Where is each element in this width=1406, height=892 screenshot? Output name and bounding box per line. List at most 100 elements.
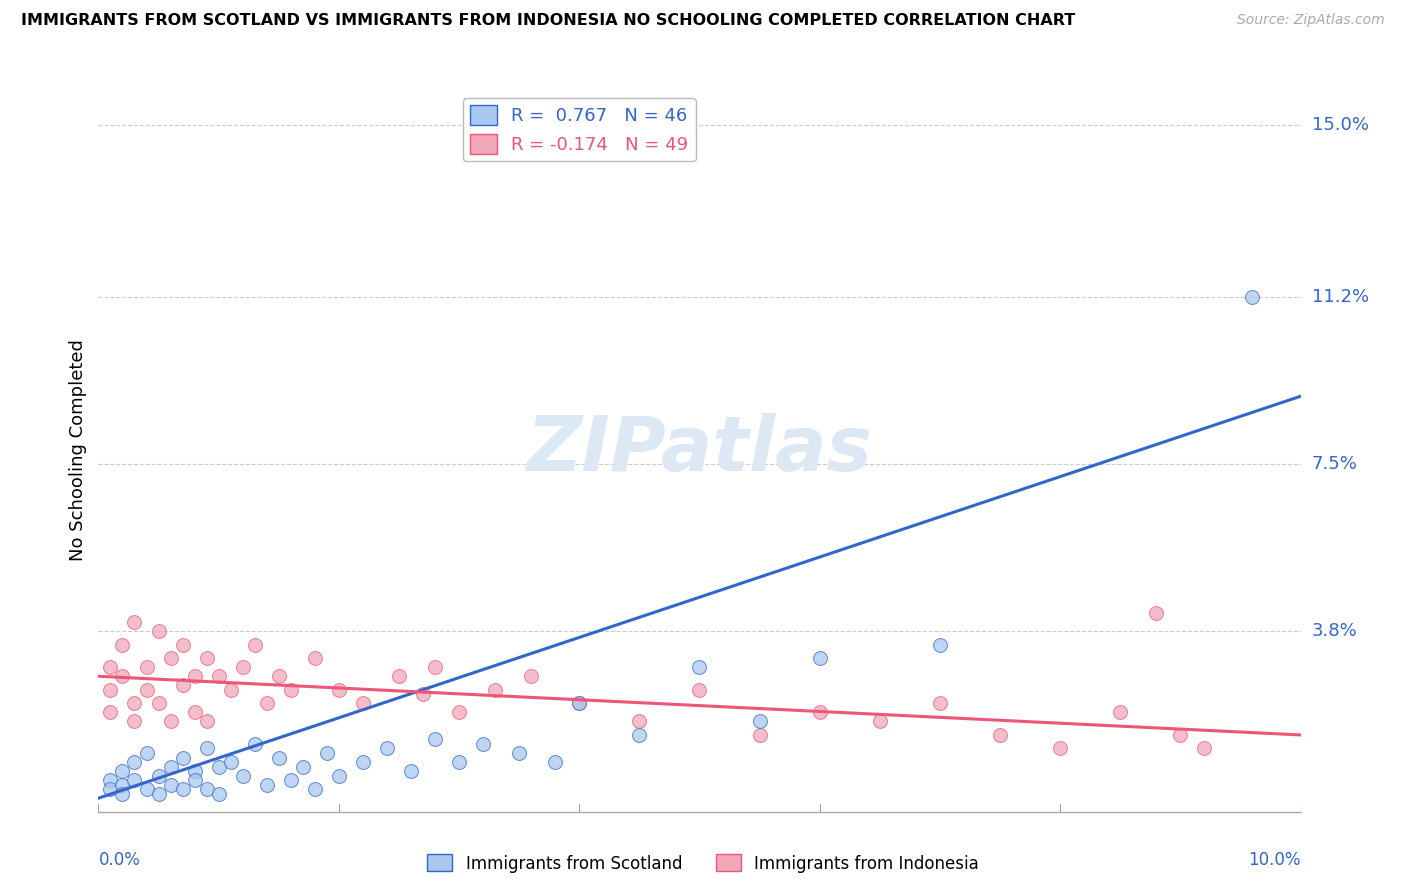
Point [328, 682, 350, 697]
Point [447, 706, 470, 720]
Point [544, 755, 567, 769]
Point [291, 759, 314, 773]
Y-axis label: No Schooling Completed: No Schooling Completed [69, 340, 87, 561]
Point [195, 741, 218, 756]
Text: 15.0%: 15.0% [1312, 116, 1368, 135]
Point [135, 746, 157, 760]
Point [1194, 741, 1216, 756]
Point [219, 682, 242, 697]
Point [159, 714, 181, 729]
Point [628, 728, 651, 742]
Point [929, 638, 952, 652]
Point [159, 651, 181, 665]
Point [375, 741, 398, 756]
Point [328, 768, 350, 783]
Point [352, 696, 374, 710]
Point [472, 737, 495, 751]
Text: 7.5%: 7.5% [1312, 455, 1358, 473]
Point [423, 732, 446, 747]
Point [243, 638, 266, 652]
Point [267, 750, 290, 764]
Point [111, 778, 134, 792]
Point [135, 782, 157, 797]
Point [183, 669, 205, 683]
Point [148, 787, 170, 801]
Point [1170, 728, 1192, 742]
Text: 11.2%: 11.2% [1312, 288, 1369, 306]
Point [111, 669, 134, 683]
Point [568, 696, 591, 710]
Point [688, 682, 710, 697]
Point [988, 728, 1011, 742]
Text: 10.0%: 10.0% [1249, 852, 1301, 870]
Point [124, 714, 146, 729]
Point [124, 696, 146, 710]
Point [304, 651, 326, 665]
Point [929, 696, 952, 710]
Point [111, 638, 134, 652]
Point [172, 750, 194, 764]
Point [195, 714, 218, 729]
Point [280, 773, 302, 788]
Point [447, 755, 470, 769]
Point [808, 706, 831, 720]
Point [100, 660, 122, 674]
Point [520, 669, 543, 683]
Point [124, 615, 146, 629]
Point [124, 755, 146, 769]
Point [304, 782, 326, 797]
Point [135, 682, 157, 697]
Point [1241, 290, 1264, 304]
Point [267, 669, 290, 683]
Point [208, 759, 231, 773]
Text: 3.8%: 3.8% [1312, 622, 1357, 640]
Point [183, 773, 205, 788]
Point [100, 706, 122, 720]
Point [1144, 606, 1167, 620]
Point [628, 714, 651, 729]
Point [148, 624, 170, 639]
Point [100, 773, 122, 788]
Point [135, 660, 157, 674]
Text: ZIPatlas: ZIPatlas [526, 414, 873, 487]
Point [100, 682, 122, 697]
Point [568, 696, 591, 710]
Point [352, 755, 374, 769]
Point [100, 782, 122, 797]
Text: Source: ZipAtlas.com: Source: ZipAtlas.com [1237, 13, 1385, 28]
Point [412, 687, 434, 701]
Point [256, 696, 278, 710]
Point [232, 768, 254, 783]
Point [172, 638, 194, 652]
Text: 0.0%: 0.0% [98, 852, 141, 870]
Point [1049, 741, 1071, 756]
Point [172, 678, 194, 692]
Point [508, 746, 530, 760]
Point [388, 669, 411, 683]
Point [124, 773, 146, 788]
Point [183, 706, 205, 720]
Point [484, 682, 506, 697]
Point [256, 778, 278, 792]
Point [208, 787, 231, 801]
Point [159, 759, 181, 773]
Point [208, 669, 231, 683]
Point [232, 660, 254, 674]
Point [423, 660, 446, 674]
Legend: Immigrants from Scotland, Immigrants from Indonesia: Immigrants from Scotland, Immigrants fro… [420, 847, 986, 880]
Point [195, 782, 218, 797]
Point [219, 755, 242, 769]
Point [748, 714, 770, 729]
Point [869, 714, 891, 729]
Point [399, 764, 422, 778]
Text: IMMIGRANTS FROM SCOTLAND VS IMMIGRANTS FROM INDONESIA NO SCHOOLING COMPLETED COR: IMMIGRANTS FROM SCOTLAND VS IMMIGRANTS F… [21, 13, 1076, 29]
Point [148, 696, 170, 710]
Point [111, 764, 134, 778]
Point [195, 651, 218, 665]
Point [172, 782, 194, 797]
Point [1109, 706, 1132, 720]
Point [748, 728, 770, 742]
Point [148, 768, 170, 783]
Point [315, 746, 337, 760]
Point [243, 737, 266, 751]
